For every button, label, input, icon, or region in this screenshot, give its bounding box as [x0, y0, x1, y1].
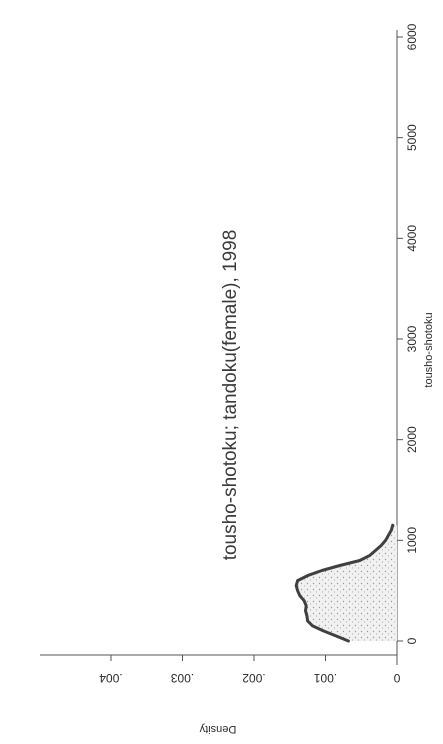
- x-tick-label: 1000: [405, 527, 419, 554]
- plot-area: 0 1000 2000 3000 4000 5000 6000 0 .001 .002 .003.…: [40, 23, 419, 685]
- y-tick-label: .004: [99, 671, 123, 685]
- density-curve: [294, 523, 395, 643]
- x-axis-label: tousho-shotoku: [423, 312, 435, 387]
- x-tick-label: 6000: [405, 23, 419, 50]
- x-axis-ticks: 0 1000 2000 3000 4000 5000 6000: [397, 23, 419, 644]
- y-tick-label: .002: [242, 671, 266, 685]
- x-tick-label: 3000: [405, 325, 419, 352]
- x-tick-label: 4000: [405, 225, 419, 252]
- x-tick-label: 5000: [405, 124, 419, 151]
- density-marks: [294, 523, 397, 643]
- x-tick-label: 0: [405, 637, 419, 644]
- y-tick-label: 0: [393, 671, 400, 685]
- x-tick-label: 2000: [405, 426, 419, 453]
- chart-title: tousho-shotoku; tandoku(female), 1998: [220, 230, 241, 561]
- y-axis-label: Density: [199, 723, 236, 735]
- y-axis-ticks: 0 .001 .002 .003 .004: [99, 655, 400, 685]
- y-tick-label: .001: [313, 671, 337, 685]
- y-tick-label: .003: [170, 671, 194, 685]
